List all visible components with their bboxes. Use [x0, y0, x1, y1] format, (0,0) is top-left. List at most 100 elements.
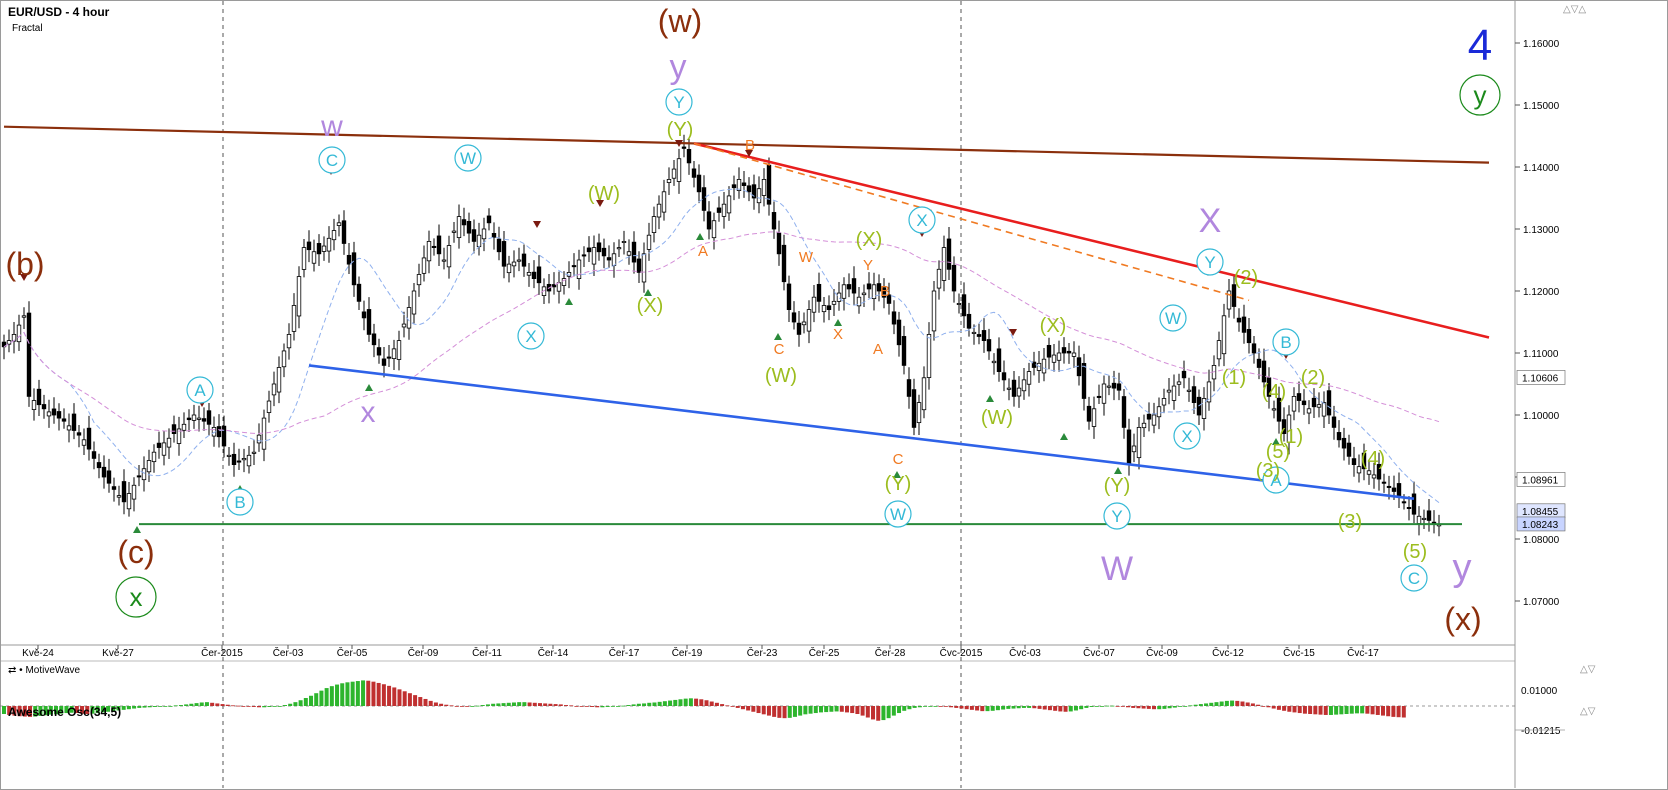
- y-tick-label: 1.12000: [1523, 287, 1560, 298]
- y-tick-label: 1.15000: [1523, 101, 1560, 112]
- oscillator-bar: [7, 706, 12, 715]
- candle-body: [1056, 352, 1062, 361]
- wave-label-cyan_Y1: Y: [673, 93, 684, 112]
- candle-body: [856, 296, 862, 307]
- fractal-low-marker: [565, 298, 573, 305]
- slow-moving-average: [3, 231, 1440, 434]
- candle-body: [1051, 354, 1057, 363]
- oscillator-bar: [1302, 706, 1307, 714]
- oscillator-bar: [1261, 706, 1266, 707]
- candle-body: [256, 434, 262, 444]
- oscillator-bar: [459, 706, 464, 707]
- x-tick-label: Čer-09: [408, 646, 439, 659]
- oscillator-bar: [1120, 706, 1125, 707]
- oscillator-bar: [777, 706, 782, 718]
- candle-body: [731, 184, 737, 189]
- candle-body: [421, 257, 427, 274]
- oscillator-bar: [267, 706, 272, 707]
- oscillator-bar: [501, 703, 506, 706]
- wave-label-lg_1b: (1): [1279, 426, 1303, 448]
- oscillator-bar: [444, 704, 449, 706]
- candle-body: [1396, 483, 1402, 496]
- candle-body: [1086, 405, 1092, 422]
- oscillator-bar: [850, 706, 855, 714]
- candle-body: [501, 241, 507, 267]
- oscillator-bar: [194, 703, 199, 706]
- candle-body: [986, 339, 992, 352]
- oscillator-bar: [636, 703, 641, 706]
- oscillator-bar: [69, 706, 74, 713]
- candle-body: [1251, 343, 1257, 354]
- oscillator-bar: [787, 706, 792, 718]
- candle-body: [271, 383, 277, 396]
- oscillator-bar: [1344, 706, 1349, 714]
- y-tick-label: 1.07000: [1523, 597, 1560, 608]
- oscillator-bar: [335, 684, 340, 706]
- oscillator-bar: [210, 702, 215, 706]
- oscillator-bar: [236, 705, 241, 707]
- x-tick-label: Čvc-07: [1083, 646, 1115, 659]
- wave-label-lg_4b: (4): [1361, 448, 1385, 470]
- x-tick-label: Čer-2015: [201, 646, 243, 659]
- oscillator-bar: [366, 680, 371, 706]
- pane-resize-icon[interactable]: △▽: [1580, 664, 1596, 675]
- oscillator-bar: [433, 702, 438, 706]
- candle-body: [681, 146, 687, 149]
- oscillator-bar: [1042, 706, 1047, 710]
- oscillator-bar: [329, 686, 334, 706]
- oscillator-bar: [943, 706, 948, 707]
- candle-body: [171, 424, 177, 434]
- oscillator-bar: [1068, 706, 1073, 712]
- oscillator-bar: [256, 706, 261, 708]
- candle-body: [181, 423, 187, 431]
- candle-body: [786, 283, 792, 310]
- candle-body: [886, 294, 892, 304]
- wave-label-purple_W: W: [1101, 550, 1133, 588]
- wave-label-blue_4: 4: [1468, 21, 1492, 70]
- candle-body: [406, 307, 412, 329]
- oscillator-bar: [48, 706, 53, 715]
- oscillator-bar: [225, 704, 230, 706]
- candle-body: [946, 238, 952, 270]
- oscillator-bar: [902, 706, 907, 711]
- candle-body: [446, 245, 452, 268]
- candle-body: [916, 402, 922, 424]
- oscillator-bar: [288, 703, 293, 706]
- candle-body: [126, 493, 132, 510]
- osc-pane-controls-icon[interactable]: △▽: [1580, 706, 1596, 717]
- oscillator-bar: [1380, 706, 1385, 716]
- candle-body: [426, 240, 432, 262]
- oscillator-bar: [470, 706, 475, 707]
- fractal-high-marker: [20, 274, 28, 281]
- wave-label-lg_W2: (W): [765, 365, 797, 387]
- oscillator-bar: [1240, 701, 1245, 706]
- x-tick-label: Čvc-15: [1283, 646, 1315, 659]
- pane-controls-icon[interactable]: △▽△: [1563, 4, 1587, 15]
- oscillator-bar: [600, 706, 605, 708]
- candle-body: [1126, 429, 1132, 466]
- oscillator-bar: [163, 706, 168, 707]
- oscillator-bar: [1193, 704, 1198, 706]
- candle-body: [346, 254, 352, 265]
- candle-body: [1121, 396, 1127, 428]
- candle-body: [1236, 317, 1242, 323]
- trendline-brown: [3, 125, 1490, 164]
- candle-body: [981, 330, 987, 341]
- oscillator-bar: [80, 706, 85, 714]
- oscillator-bar: [54, 706, 59, 715]
- oscillator-bar: [865, 706, 870, 718]
- candle-body: [511, 261, 517, 267]
- candle-body: [686, 149, 692, 164]
- candle-body: [961, 294, 967, 317]
- wave-label-lg_X3: (X): [1040, 315, 1067, 337]
- candle-body: [371, 333, 377, 346]
- oscillator-bar: [262, 706, 267, 708]
- oscillator-bar: [355, 681, 360, 706]
- oscillator-bar: [595, 706, 600, 708]
- candle-body: [316, 243, 322, 255]
- oscillator-bar: [1360, 706, 1365, 714]
- oscillator-bar: [1250, 703, 1255, 706]
- candle-body: [641, 253, 647, 283]
- candle-body: [1111, 382, 1117, 389]
